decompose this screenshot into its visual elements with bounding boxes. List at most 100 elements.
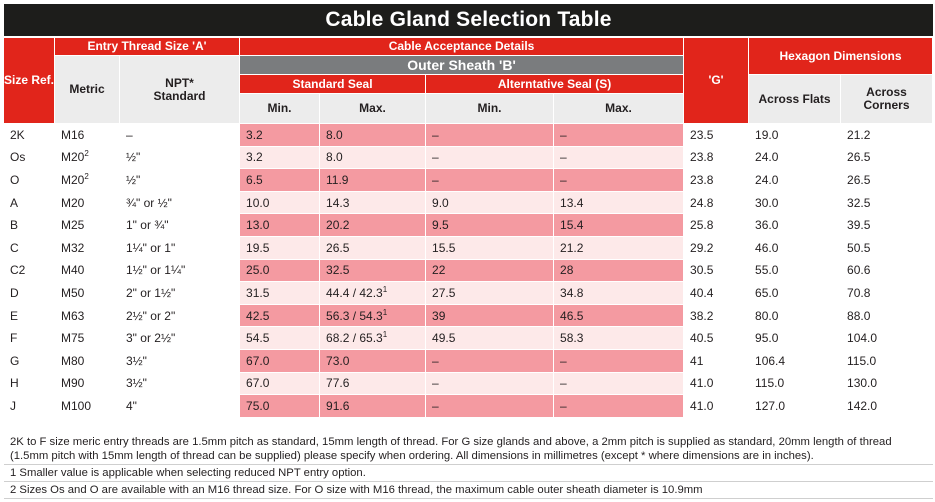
across-corners-cell-value: 50.5 (847, 240, 871, 255)
footnote-1: 1 Smaller value is applicable when selec… (4, 465, 933, 482)
metric-cell-footnote-ref: 2 (84, 171, 89, 181)
metric-cell: M75 (55, 327, 120, 350)
selection-table: Size Ref. Entry Thread Size 'A' Cable Ac… (4, 38, 934, 418)
std-max-cell-footnote-ref: 1 (382, 284, 388, 294)
std-max-cell-value: 77.6 (326, 376, 350, 391)
across-flats-cell: 36.0 (749, 214, 842, 237)
table-row: Os M202 ½" 3.2 8.0 – – 23.8 24.0 26.5 (4, 146, 934, 170)
metric-cell-footnote-ref: 2 (84, 149, 89, 159)
alt-min-cell-value: 15.5 (432, 240, 456, 255)
across-flats-cell: 19.0 (749, 124, 842, 147)
npt-cell-value: 1½" or 1¼" (126, 263, 186, 278)
page-title: Cable Gland Selection Table (4, 4, 933, 36)
size-cell-value: J (10, 398, 16, 413)
std-min-cell: 13.0 (240, 214, 321, 237)
std-min-cell-value: 6.5 (246, 172, 263, 187)
table-row: D M50 2" or 1½" 31.5 44.4 / 42.31 27.5 34.8 40.… (4, 282, 934, 305)
alt-min-cell-value: 22 (432, 263, 446, 278)
footnote-2: 2 Sizes Os and O are available with an M… (4, 482, 933, 499)
across-flats-cell-value: 80.0 (755, 308, 779, 323)
across-flats-cell-value: 95.0 (755, 331, 779, 346)
npt-cell: ½" (120, 169, 241, 192)
size-cell-value: D (10, 285, 19, 300)
table-row: C M32 1¼" or 1" 19.5 26.5 15.5 21.2 29.2 46.0 50.… (4, 236, 934, 260)
std-min-cell-value: 75.0 (246, 398, 270, 413)
across-flats-cell: 115.0 (749, 372, 842, 396)
alt-min-cell: – (426, 372, 555, 396)
alt-max-cell-value: 13.4 (560, 195, 584, 210)
alt-min-cell: 27.5 (426, 282, 555, 305)
alt-min-cell: 39 (426, 304, 555, 328)
alt-max-cell: 15.4 (554, 214, 685, 237)
metric-cell-value: M25 (61, 218, 85, 233)
std-min-header: Min. (240, 94, 321, 124)
std-max-cell: 56.3 / 54.31 (320, 304, 427, 328)
notes-section: 2K to F size meric entry threads are 1.5… (4, 433, 933, 499)
metric-header: Metric (55, 56, 120, 124)
alt-min-cell: 9.0 (426, 191, 555, 215)
across-corners-cell: 21.2 (841, 124, 934, 147)
table-row: B M25 1" or ¾" 13.0 20.2 9.5 15.4 25.8 36.0 39.5 (4, 214, 934, 237)
alt-min-cell-value: 27.5 (432, 285, 456, 300)
g-cell: 38.2 (684, 304, 750, 328)
alt-min-cell-value: – (432, 353, 439, 368)
size-cell-value: F (10, 331, 18, 346)
g-cell: 40.4 (684, 282, 750, 305)
std-max-cell-value: 32.5 (326, 263, 350, 278)
across-flats-cell-value: 36.0 (755, 218, 779, 233)
alt-min-cell-value: – (432, 127, 439, 142)
table-row: 2K M16 – 3.2 8.0 – – 23.5 19.0 21.2 (4, 124, 934, 147)
metric-cell: M100 (55, 395, 120, 418)
g-cell-value: 41.0 (690, 398, 714, 413)
table-row: J M100 4" 75.0 91.6 – – 41.0 127.0 142.0 (4, 395, 934, 418)
npt-cell: 3½" (120, 349, 241, 373)
std-max-cell: 11.9 (320, 169, 427, 192)
size-ref-header: Size Ref. (4, 38, 55, 124)
across-corners-cell: 88.0 (841, 304, 934, 328)
npt-cell-value: 3" or 2½" (126, 331, 176, 346)
g-cell: 29.2 (684, 236, 750, 260)
metric-cell: M40 (55, 259, 120, 283)
alt-max-cell-value: – (560, 150, 567, 165)
alt-max-cell: – (554, 372, 685, 396)
alt-min-cell-value: – (432, 398, 439, 413)
across-flats-cell: 106.4 (749, 349, 842, 373)
across-corners-cell-value: 26.5 (847, 150, 871, 165)
alt-max-cell: 13.4 (554, 191, 685, 215)
metric-cell-value: M75 (61, 331, 85, 346)
across-flats-header: Across Flats (749, 75, 842, 124)
outer-sheath-header: Outer Sheath 'B' (240, 56, 685, 75)
npt-cell-value: 3½" (126, 353, 147, 368)
across-corners-cell-value: 104.0 (847, 331, 878, 346)
npt-cell: 1" or ¾" (120, 214, 241, 237)
across-corners-cell-value: 39.5 (847, 218, 871, 233)
alt-min-cell: – (426, 395, 555, 418)
std-min-cell: 75.0 (240, 395, 321, 418)
std-max-cell-value: 26.5 (326, 240, 350, 255)
npt-cell: 3" or 2½" (120, 327, 241, 350)
g-cell: 30.5 (684, 259, 750, 283)
across-corners-label: Across (866, 85, 907, 99)
alt-min-cell-value: – (432, 150, 439, 165)
std-min-cell: 10.0 (240, 191, 321, 215)
npt-cell-value: – (126, 127, 133, 142)
across-corners-cell-value: 88.0 (847, 308, 871, 323)
std-min-cell: 3.2 (240, 124, 321, 147)
alt-min-cell-value: 9.5 (432, 218, 449, 233)
standard-seal-header: Standard Seal (240, 75, 427, 94)
table-row: H M90 3½" 67.0 77.6 – – 41.0 115.0 130.0 (4, 372, 934, 396)
across-corners-cell: 39.5 (841, 214, 934, 237)
g-cell-value: 25.8 (690, 218, 714, 233)
metric-cell: M202 (55, 146, 120, 170)
across-corners-cell: 26.5 (841, 146, 934, 170)
size-cell: C2 (4, 259, 55, 283)
npt-cell-value: 1¼" or 1" (126, 240, 176, 255)
size-cell: O (4, 169, 55, 192)
across-corners-cell: 115.0 (841, 349, 934, 373)
std-max-cell-footnote-ref: 1 (382, 307, 388, 317)
across-flats-cell-value: 115.0 (755, 376, 785, 391)
std-max-cell-value: 8.0 (326, 150, 343, 165)
std-max-cell-value: 14.3 (326, 195, 350, 210)
alt-min-cell-value: 9.0 (432, 195, 449, 210)
std-min-cell: 67.0 (240, 349, 321, 373)
